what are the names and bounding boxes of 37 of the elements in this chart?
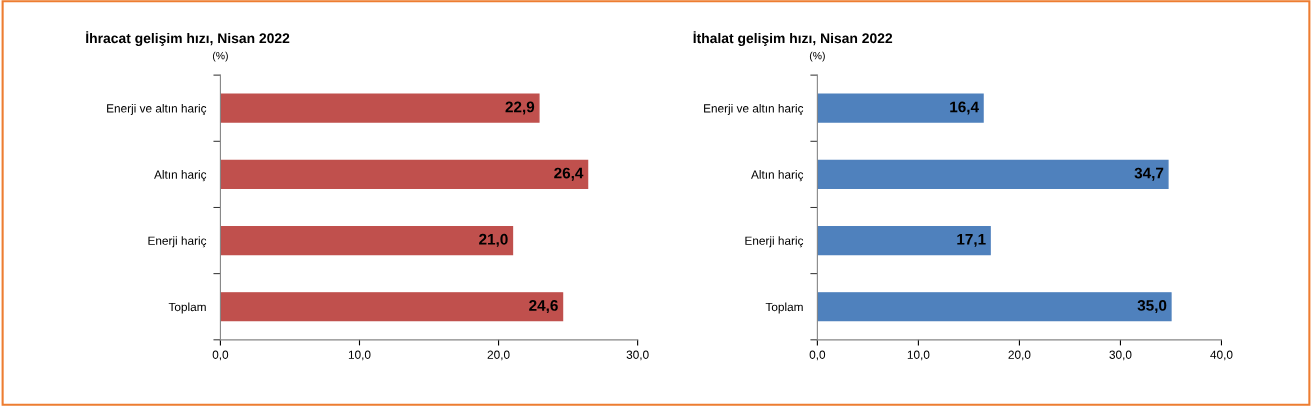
data-label: 34,7: [1134, 167, 1164, 181]
bar: [220, 159, 589, 189]
data-label: 17,1: [957, 234, 986, 247]
bar: [817, 159, 1169, 189]
y-tick-label: Altın hariç: [154, 170, 207, 182]
bar: [220, 225, 514, 256]
y-tick-label: Enerji ve altın hariç: [704, 103, 804, 115]
chart-title: İhracat gelişim hızı, Nisan 2022: [86, 31, 290, 46]
bar: [817, 292, 1172, 322]
y-axis-title: (%): [809, 51, 825, 62]
data-label: 16,4: [950, 101, 979, 115]
bar: [220, 292, 564, 322]
chart-title: İthalat gelişim hızı, Nisan 2022: [693, 31, 893, 46]
data-label: 26,4: [554, 167, 584, 181]
x-tick-label: 30,0: [1109, 350, 1132, 361]
y-tick-label: Enerji hariç: [745, 236, 804, 248]
x-tick-label: 10,0: [348, 350, 371, 361]
bar: [817, 225, 991, 256]
y-tick-label: Toplam: [168, 302, 206, 314]
bar: [220, 93, 540, 123]
data-label: 24,6: [529, 300, 558, 314]
y-axis-title: (%): [212, 51, 228, 62]
y-tick-label: Enerji hariç: [148, 236, 207, 248]
x-tick-label: 30,0: [626, 350, 649, 361]
x-tick-label: 20,0: [1008, 350, 1031, 361]
data-label: 22,9: [505, 101, 535, 115]
y-tick-label: Enerji ve altın hariç: [107, 103, 207, 115]
x-tick-label: 10,0: [907, 350, 930, 361]
data-label: 35,0: [1137, 300, 1167, 314]
bar: [817, 93, 984, 123]
x-tick-label: 20,0: [487, 350, 510, 361]
y-tick-label: Altın hariç: [751, 170, 804, 182]
y-tick-label: Toplam: [765, 302, 803, 314]
data-label: 21,0: [479, 233, 508, 247]
x-tick-label: 0,0: [809, 350, 826, 361]
x-tick-label: 0,0: [212, 350, 229, 361]
x-tick-label: 40,0: [1210, 350, 1233, 361]
